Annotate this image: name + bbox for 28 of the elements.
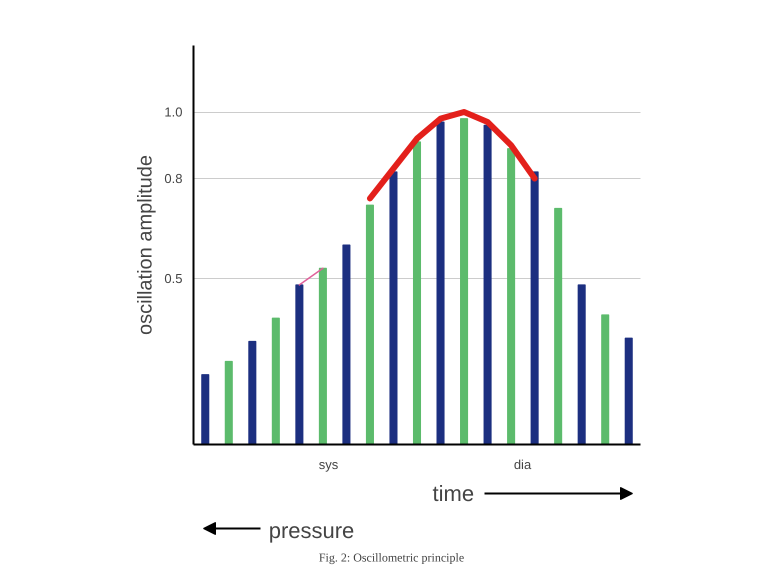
- y-tick-label: 0.8: [164, 171, 183, 186]
- bar: [484, 124, 492, 444]
- bar: [578, 284, 586, 444]
- text: dia: [514, 457, 532, 472]
- bar: [460, 118, 468, 444]
- text: pressure: [268, 518, 354, 543]
- bar: [201, 374, 210, 444]
- text: sys: [318, 457, 339, 472]
- y-tick-label: 0.5: [164, 270, 183, 286]
- bar: [554, 208, 562, 444]
- bar: [624, 338, 633, 444]
- bar: [601, 314, 610, 444]
- y-axis-title: oscillation amplitude: [134, 154, 156, 336]
- bar: [366, 204, 374, 444]
- bar: [436, 121, 445, 444]
- bar: [530, 171, 539, 444]
- bar: [342, 244, 350, 444]
- bar: [318, 268, 327, 444]
- caption: Fig. 2: Oscillometric principle: [318, 550, 464, 564]
- bar: [295, 284, 304, 444]
- bar: [389, 171, 398, 444]
- bar: [507, 148, 516, 444]
- bar: [224, 360, 233, 444]
- bar: [412, 141, 422, 444]
- y-tick-label: 1.0: [164, 104, 183, 120]
- bar: [248, 340, 256, 444]
- text: time: [432, 481, 474, 506]
- bar: [272, 318, 280, 444]
